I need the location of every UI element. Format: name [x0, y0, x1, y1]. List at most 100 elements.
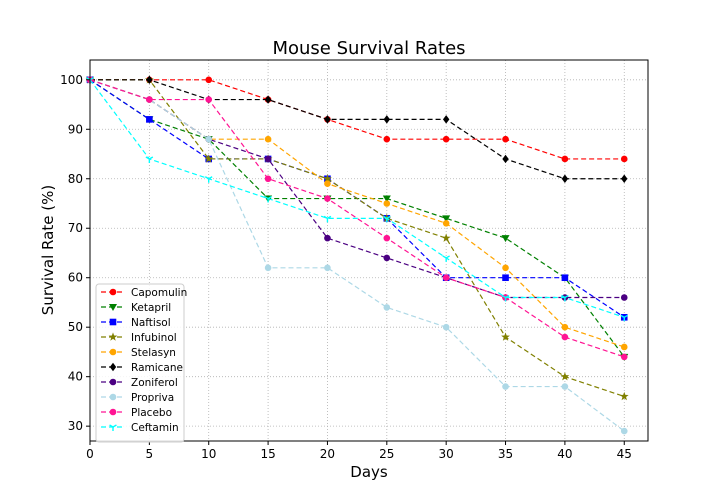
legend-label: Infubinol: [131, 332, 177, 344]
y-tick-label: 40: [68, 370, 83, 384]
data-point: [620, 353, 628, 361]
legend-label: Stelasyn: [131, 347, 176, 359]
data-point: [264, 264, 272, 272]
data-point: [205, 96, 213, 103]
data-point: [501, 294, 510, 302]
data-point: [264, 135, 272, 143]
series-line: [90, 79, 625, 180]
x-axis: 0 5 10 15 20 25 30 35 40 45: [86, 441, 632, 461]
data-point: [502, 154, 509, 164]
data-point: [382, 215, 391, 223]
legend-item-ceftamin: Ceftamin: [101, 422, 179, 434]
x-tick-label: 25: [379, 447, 394, 461]
y-tick-label: 60: [68, 271, 83, 285]
series-line: [89, 79, 625, 318]
y-axis: 30 40 50 60 70 80 90 100: [60, 73, 90, 433]
legend-label: Zoniferol: [131, 377, 178, 389]
data-point: [620, 155, 628, 163]
data-point: [442, 255, 450, 262]
data-point: [383, 200, 391, 207]
data-point: [620, 314, 629, 322]
x-tick-label: 0: [86, 447, 94, 461]
data-point: [323, 174, 332, 183]
data-point: [442, 323, 450, 331]
data-point: [264, 195, 272, 203]
y-tick-label: 100: [60, 73, 83, 87]
data-point: [264, 175, 272, 183]
data-point: [501, 235, 510, 243]
y-tick-label: 30: [68, 419, 83, 433]
data-point: [383, 135, 391, 143]
x-tick-label: 45: [617, 447, 632, 461]
legend-item-stelasyn: Stelasyn: [101, 347, 176, 359]
legend-item-capomulin: Capomulin: [101, 287, 187, 299]
data-point: [501, 332, 510, 341]
legend-label: Ceftamin: [131, 422, 179, 434]
data-point: [619, 391, 629, 401]
data-point: [324, 264, 331, 272]
data-point: [145, 156, 154, 163]
data-point: [324, 180, 331, 188]
legend-marker: [109, 348, 117, 356]
data-point: [502, 274, 509, 282]
data-point: [561, 323, 569, 331]
data-point: [264, 155, 272, 163]
legend-marker: [109, 362, 117, 372]
legend-item-ramicane: Ramicane: [101, 362, 183, 374]
series-line: [90, 79, 625, 160]
data-point: [204, 154, 214, 163]
legend-item-zoniferol: Zoniferol: [101, 377, 178, 389]
data-point: [502, 135, 509, 143]
x-tick-label: 20: [320, 447, 335, 461]
data-point: [442, 274, 450, 282]
data-point: [561, 333, 569, 341]
data-point: [441, 233, 451, 242]
data-point: [620, 343, 628, 351]
data-point: [324, 115, 331, 124]
data-point: [621, 174, 628, 183]
legend: Capomulin Ketapril Naftisol Infubinol Stelas…: [95, 283, 187, 443]
y-tick-label: 80: [68, 172, 83, 186]
data-point: [383, 115, 391, 124]
data-point: [442, 135, 450, 143]
data-point: [383, 304, 391, 311]
legend-label: Placebo: [131, 407, 172, 419]
legend-marker: [108, 332, 118, 341]
legend-marker: [109, 304, 117, 311]
legend-marker: [109, 393, 117, 401]
plot-frame: [89, 59, 649, 442]
legend-item-naftisol: Naftisol: [101, 317, 171, 329]
data-point: [442, 215, 451, 223]
series-placebo: [86, 76, 628, 361]
y-axis-label: Survival Rate (%): [39, 185, 57, 315]
x-tick-label: 35: [498, 447, 513, 461]
legend-marker: [109, 288, 117, 296]
series-line: [89, 79, 625, 432]
legend-label: Ketapril: [131, 302, 171, 314]
legend-marker: [109, 424, 117, 431]
data-point: [560, 372, 570, 381]
data-point: [502, 264, 509, 272]
y-tick-label: 50: [68, 320, 83, 334]
data-point: [383, 254, 391, 262]
data-point: [561, 155, 569, 163]
data-point: [561, 383, 569, 390]
x-tick-label: 5: [146, 447, 154, 461]
data-point: [323, 215, 332, 223]
data-point: [561, 274, 569, 282]
legend-marker: [109, 408, 117, 416]
data-point: [205, 76, 213, 84]
data-point: [502, 383, 509, 390]
series-ceftamin: [86, 77, 629, 322]
data-point: [205, 135, 213, 143]
legend-label: Propriva: [131, 392, 174, 404]
x-tick-label: 10: [201, 447, 216, 461]
chart-title: Mouse Survival Rates: [272, 38, 465, 59]
data-point: [442, 115, 450, 124]
legend-item-placebo: Placebo: [101, 407, 172, 419]
data-point: [146, 96, 153, 103]
legend-label: Naftisol: [131, 317, 171, 329]
x-tick-label: 15: [260, 447, 275, 461]
legend-marker: [109, 318, 117, 326]
